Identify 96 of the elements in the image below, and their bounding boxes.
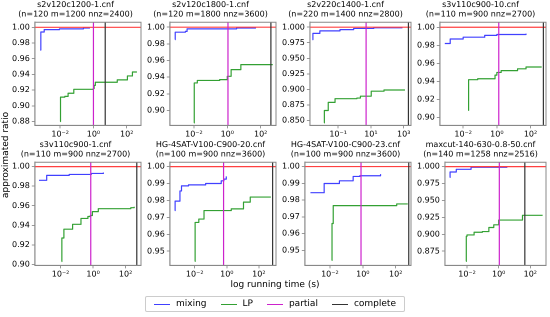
y-tick-label: 1.00: [147, 22, 165, 32]
chart-title: s3v110c900-1.cnf: [40, 140, 112, 149]
y-tick-label: 0.950: [416, 196, 440, 205]
x-tick-label: 10²: [524, 129, 538, 138]
x-axis-title: log running time (s): [229, 280, 321, 290]
legend-label: partial: [288, 299, 318, 309]
y-tick-label: 0.94: [12, 69, 30, 78]
y-tick-label: 0.96: [282, 228, 300, 238]
y-tick-label: 0.90: [12, 260, 30, 268]
y-tick-label: 0.850: [282, 116, 305, 125]
y-tick-label: 0.92: [12, 85, 30, 94]
x-tick-label: 10²: [524, 269, 538, 278]
y-tick-label: 0.94: [147, 72, 165, 82]
chart-title: s2v120c1800-1.cnf: [172, 0, 250, 9]
x-tick-label: 10⁻²: [51, 129, 69, 138]
y-tick-label: 1.00: [417, 22, 435, 32]
chart-title: s3v110c900-10.cnf: [442, 0, 520, 9]
y-tick-label: 0.92: [147, 88, 165, 98]
y-tick-label: 1.00: [12, 162, 30, 171]
y-tick-label: 0.97: [147, 212, 165, 222]
x-tick-label: 10²: [252, 269, 266, 278]
y-tick-label: 0.950: [282, 53, 305, 62]
y-tick-label: 0.900: [416, 229, 440, 238]
x-tick-label: 10²: [120, 129, 134, 138]
x-tick-label: 10²: [118, 269, 132, 278]
chart-title: HG-4SAT-V100-C900-20.cnf: [156, 140, 266, 149]
y-tick-label: 0.96: [147, 56, 165, 65]
y-tick-label: 0.88: [12, 116, 30, 126]
x-tick-label: 10⁰: [220, 269, 234, 278]
y-tick-label: 0.900: [282, 84, 305, 94]
chart-title: maxcut-140-630-0.8-50.cnf: [426, 140, 536, 149]
chart-subtitle: (n=120 m=1200 nnz=2400): [18, 9, 133, 18]
y-tick-label: 0.96: [417, 58, 435, 68]
y-tick-label: 0.96: [12, 54, 30, 63]
y-tick-label: 0.99: [147, 178, 165, 188]
x-tick-label: 10⁻²: [52, 269, 70, 278]
x-tick-label: 10⁻²: [186, 269, 204, 278]
chart-subtitle: (n=110 m=900 nnz=2700): [20, 149, 130, 158]
chart-subtitle: (n=220 m=1400 nnz=2800): [288, 9, 403, 18]
chart-subtitle: (n=110 m=900 nnz=2700): [426, 9, 536, 18]
y-tick-label: 1.000: [416, 162, 440, 171]
y-tick-label: 0.92: [417, 94, 435, 104]
x-tick-label: 10⁻¹: [329, 129, 347, 138]
x-tick-label: 10⁻²: [321, 269, 339, 278]
x-tick-label: 10²: [254, 129, 268, 138]
chart-subtitle: (n=100 m=900 nnz=3600): [156, 149, 266, 158]
y-tick-label: 1.000: [282, 22, 305, 32]
y-tick-label: 0.90: [417, 112, 435, 122]
x-tick-label: 10⁻²: [458, 269, 476, 278]
x-tick-label: 10⁰: [490, 129, 504, 138]
chart-title: HG-4SAT-V100-C900-23.cnf: [290, 140, 400, 149]
y-tick-label: 0.95: [282, 245, 300, 254]
y-tick-label: 0.925: [416, 212, 440, 222]
x-tick-label: 10⁰: [220, 129, 234, 138]
x-tick-label: 10²: [389, 269, 402, 278]
y-tick-label: 0.875: [416, 246, 440, 256]
y-tick-label: 0.96: [147, 229, 165, 238]
y-tick-label: 0.98: [12, 38, 30, 48]
x-tick-label: 10⁻²: [185, 129, 203, 138]
legend-label: LP: [242, 299, 253, 309]
x-tick-label: 10³: [396, 129, 410, 138]
y-tick-label: 0.96: [12, 200, 30, 210]
x-tick-label: 10⁻²: [454, 129, 472, 138]
chart-subtitle: (n=100 m=900 nnz=3600): [290, 149, 400, 158]
y-tick-label: 0.98: [417, 40, 435, 50]
chart-subtitle: (n=140 m=1258 nnz=2516): [423, 149, 538, 158]
y-tick-label: 0.925: [282, 68, 305, 78]
legend-label: mixing: [176, 299, 207, 309]
x-tick-label: 10⁰: [492, 269, 506, 278]
y-tick-label: 0.98: [12, 181, 30, 190]
y-tick-label: 0.975: [416, 178, 440, 188]
chart-title: s2v120c1200-1.cnf: [37, 0, 114, 9]
y-tick-label: 0.875: [282, 100, 305, 109]
chart-subtitle: (n=120 m=1800 nnz=3600): [153, 9, 268, 18]
y-tick-label: 0.98: [147, 38, 165, 48]
y-tick-label: 1.00: [12, 22, 30, 32]
legend-label: complete: [354, 299, 396, 309]
y-tick-label: 0.90: [147, 105, 165, 114]
y-axis-title: approximated ratio: [1, 110, 11, 200]
x-tick-label: 10⁰: [356, 269, 370, 278]
x-tick-label: 10⁰: [86, 129, 100, 138]
y-tick-label: 0.94: [12, 220, 30, 230]
y-tick-label: 0.98: [282, 195, 300, 204]
y-tick-label: 1.00: [147, 162, 165, 171]
y-tick-label: 0.92: [12, 240, 30, 249]
y-tick-label: 0.94: [417, 76, 435, 86]
y-tick-label: 0.97: [282, 212, 300, 221]
x-tick-label: 10⁰: [86, 269, 100, 278]
y-tick-label: 0.99: [282, 178, 300, 188]
y-tick-label: 0.95: [147, 246, 165, 256]
y-tick-label: 0.98: [147, 196, 165, 205]
x-tick-label: 10¹: [364, 129, 378, 138]
y-tick-label: 0.90: [12, 100, 30, 110]
y-tick-label: 1.00: [282, 162, 300, 171]
chart-title: s2v220c1400-1.cnf: [307, 0, 384, 9]
y-tick-label: 0.975: [282, 38, 305, 47]
